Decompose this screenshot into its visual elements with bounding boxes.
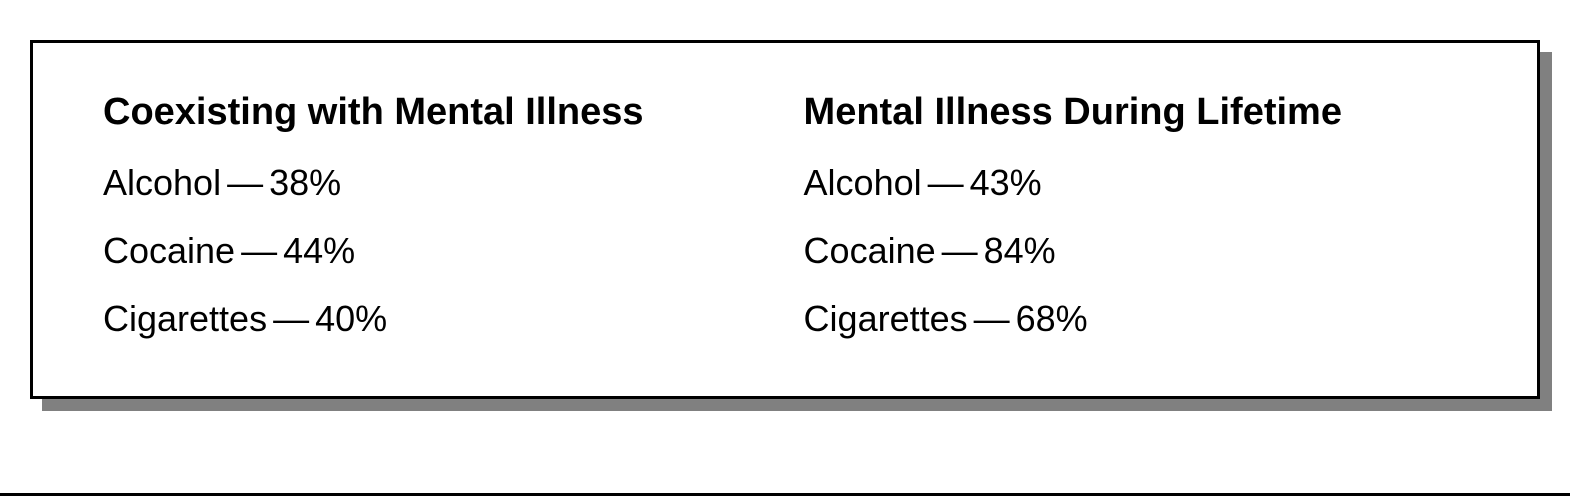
- stat-value: 38%: [269, 162, 341, 203]
- column-title: Coexisting with Mental Illness: [103, 91, 644, 134]
- dash-icon: —: [273, 298, 309, 340]
- footer-rule: [0, 493, 1570, 496]
- stat-row: Cocaine—44%: [103, 230, 644, 272]
- dash-icon: —: [241, 230, 277, 272]
- page: Coexisting with Mental Illness Alcohol—3…: [0, 0, 1570, 500]
- stat-value: 43%: [970, 162, 1042, 203]
- column-lifetime: Mental Illness During Lifetime Alcohol—4…: [804, 91, 1342, 340]
- stat-label: Alcohol: [103, 162, 221, 203]
- stat-value: 68%: [1016, 298, 1088, 339]
- stat-row: Cigarettes—40%: [103, 298, 644, 340]
- dash-icon: —: [227, 162, 263, 204]
- column-coexisting: Coexisting with Mental Illness Alcohol—3…: [103, 91, 644, 340]
- panel: Coexisting with Mental Illness Alcohol—3…: [30, 40, 1540, 399]
- dash-icon: —: [942, 230, 978, 272]
- stat-label: Cigarettes: [804, 298, 968, 339]
- stat-row: Alcohol—43%: [804, 162, 1342, 204]
- stat-label: Cigarettes: [103, 298, 267, 339]
- stat-row: Cocaine—84%: [804, 230, 1342, 272]
- dash-icon: —: [974, 298, 1010, 340]
- stat-label: Cocaine: [103, 230, 235, 271]
- stat-row: Cigarettes—68%: [804, 298, 1342, 340]
- stat-value: 40%: [315, 298, 387, 339]
- stat-value: 44%: [283, 230, 355, 271]
- stat-value: 84%: [984, 230, 1056, 271]
- column-title: Mental Illness During Lifetime: [804, 91, 1342, 134]
- stat-row: Alcohol—38%: [103, 162, 644, 204]
- dash-icon: —: [928, 162, 964, 204]
- stat-label: Cocaine: [804, 230, 936, 271]
- stat-label: Alcohol: [804, 162, 922, 203]
- panel-wrap: Coexisting with Mental Illness Alcohol—3…: [30, 40, 1540, 399]
